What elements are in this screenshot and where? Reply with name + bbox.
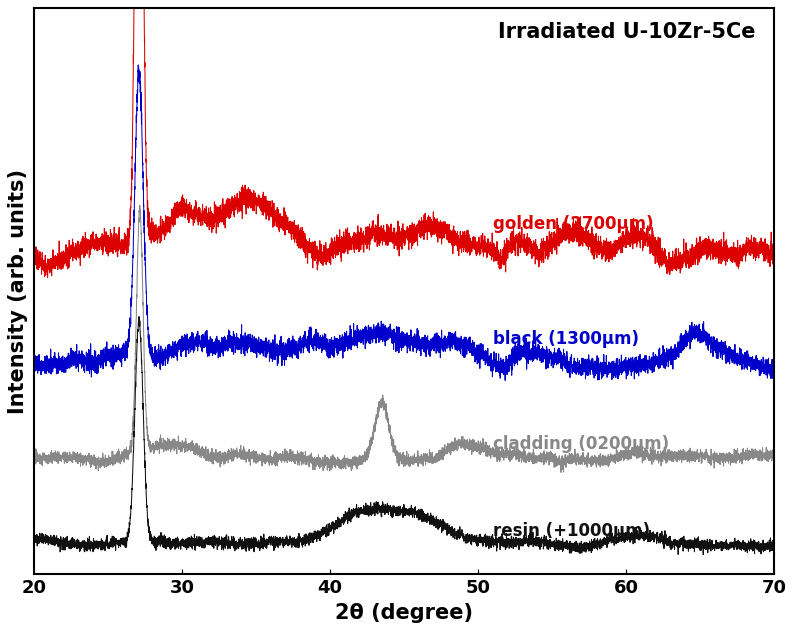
X-axis label: 2θ (degree): 2θ (degree) [335, 603, 473, 623]
Text: cladding (0200μm): cladding (0200μm) [493, 435, 669, 453]
Text: black (1300μm): black (1300μm) [493, 330, 639, 348]
Y-axis label: Intensity (arb. units): Intensity (arb. units) [8, 168, 29, 414]
Text: golden (2700μm): golden (2700μm) [493, 215, 653, 233]
Text: Irradiated U-10Zr-5Ce: Irradiated U-10Zr-5Ce [498, 23, 756, 42]
Text: resin (+1000μm): resin (+1000μm) [493, 522, 650, 540]
